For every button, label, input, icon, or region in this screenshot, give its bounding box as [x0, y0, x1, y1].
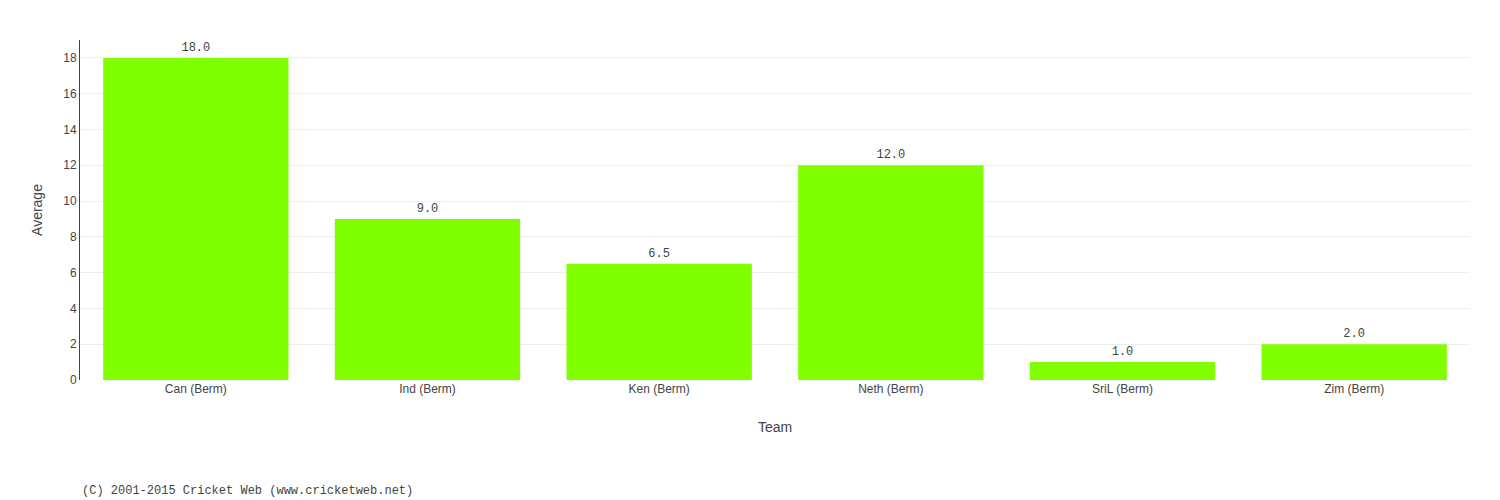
svg-text:1.0: 1.0	[1112, 345, 1134, 359]
svg-text:SriL (Berm): SriL (Berm)	[1092, 382, 1153, 396]
svg-text:2: 2	[70, 337, 77, 351]
svg-text:8: 8	[70, 230, 77, 244]
svg-text:(C) 2001-2015 Cricket Web (www: (C) 2001-2015 Cricket Web (www.cricketwe…	[82, 484, 413, 498]
svg-text:Team: Team	[758, 419, 792, 435]
svg-text:6: 6	[70, 266, 77, 280]
svg-text:Ind (Berm): Ind (Berm)	[399, 382, 456, 396]
svg-text:Average: Average	[29, 184, 45, 236]
svg-text:2.0: 2.0	[1343, 327, 1365, 341]
svg-text:12.0: 12.0	[876, 148, 905, 162]
svg-text:0: 0	[70, 373, 77, 387]
svg-text:9.0: 9.0	[417, 202, 439, 216]
svg-text:10: 10	[63, 194, 77, 208]
svg-text:4: 4	[70, 302, 77, 316]
svg-text:Zim (Berm): Zim (Berm)	[1324, 382, 1384, 396]
svg-text:Ken (Berm): Ken (Berm)	[628, 382, 689, 396]
svg-text:16: 16	[63, 87, 77, 101]
svg-text:14: 14	[63, 123, 77, 137]
svg-text:18.0: 18.0	[181, 41, 210, 55]
svg-text:18: 18	[63, 51, 77, 65]
svg-text:6.5: 6.5	[648, 247, 670, 261]
svg-text:Can (Berm): Can (Berm)	[165, 382, 227, 396]
svg-text:12: 12	[63, 158, 77, 172]
svg-text:Neth (Berm): Neth (Berm)	[858, 382, 923, 396]
